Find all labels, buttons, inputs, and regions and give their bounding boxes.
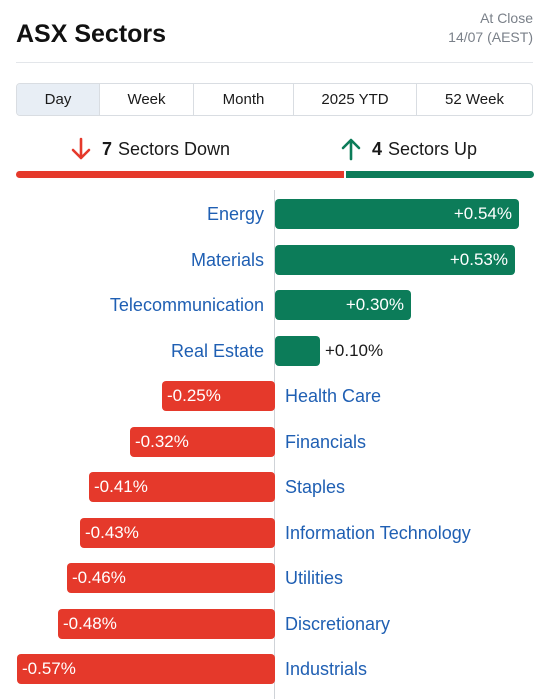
sector-value: -0.46% [72,568,126,587]
arrow-down-icon [71,137,91,160]
header-divider [16,62,533,63]
sector-value: -0.43% [85,523,139,542]
sector-value: +0.53% [449,250,508,269]
sectors-down-summary: 7 Sectors Down [70,137,230,161]
sectors-down-bar [16,171,344,178]
sector-label[interactable]: Real Estate [170,341,264,361]
sector-value: -0.32% [135,432,189,451]
sectors-up-count: 4 [372,138,383,159]
sector-label[interactable]: Information Technology [285,523,471,543]
sectors-up-summary: 4 Sectors Up [340,137,477,161]
sector-bar [89,472,275,502]
status-date: 14/07 (AEST) [448,29,533,45]
sector-bar [275,336,320,366]
sector-label[interactable]: Health Care [285,386,382,406]
sector-label[interactable]: Utilities [285,568,344,588]
arrow-up-icon [341,138,361,161]
sector-value: +0.30% [345,295,404,314]
sector-label[interactable]: Staples [285,477,346,497]
tab-day[interactable]: Day [17,84,100,115]
sector-value: -0.41% [94,477,148,496]
sector-bar [275,199,519,229]
market-status: At Close 14/07 (AEST) [448,9,533,47]
sector-bar [67,563,275,593]
sector-bar [58,609,275,639]
tab-week[interactable]: Week [100,84,194,115]
sector-bar [275,290,411,320]
sector-value: -0.48% [63,614,117,633]
sector-value: +0.54% [453,204,512,223]
period-tabs: Day Week Month 2025 YTD 52 Week [16,83,533,116]
sector-value: -0.57% [22,659,76,678]
sector-bar [275,245,515,275]
sector-label[interactable]: Telecommunication [109,295,264,315]
tab-2025-ytd[interactable]: 2025 YTD [294,84,417,115]
sector-label[interactable]: Industrials [285,659,368,679]
page-title: ASX Sectors [16,20,167,48]
sectors-down-label: Sectors Down [118,138,231,159]
status-line: At Close [480,10,533,26]
sector-bar [162,381,275,411]
sector-label[interactable]: Energy [206,204,264,224]
sector-label[interactable]: Materials [190,250,264,270]
sector-bar [17,654,275,684]
sector-bar [80,518,275,548]
sector-label[interactable]: Discretionary [285,614,391,634]
tab-month[interactable]: Month [194,84,294,115]
sectors-up-bar [346,171,534,178]
sectors-down-count: 7 [102,138,113,159]
sector-value: -0.25% [167,386,221,405]
sector-label[interactable]: Financials [285,432,367,452]
sector-value: +0.10% [325,341,384,360]
sectors-up-label: Sectors Up [388,138,478,159]
sector-bar [130,427,275,457]
tab-52-week[interactable]: 52 Week [445,91,504,108]
